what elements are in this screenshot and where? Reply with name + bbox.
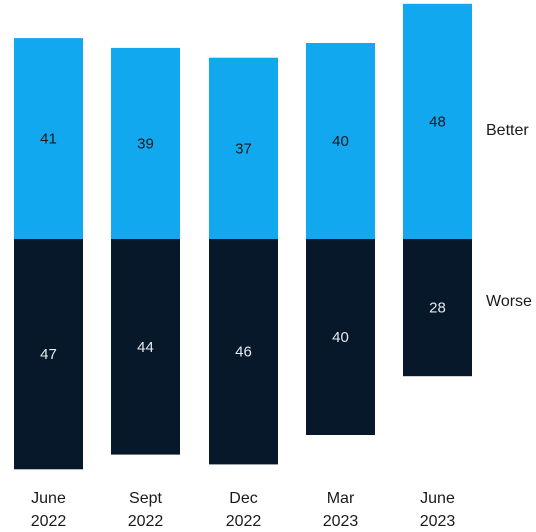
label-better-mar-2023: 40 [332, 133, 349, 150]
label-better-june-2022: 41 [40, 131, 57, 148]
x-tick-sept-2022: Sept 2022 [128, 490, 164, 530]
bar-better-dec-2022 [209, 57, 278, 240]
bar-worse-sept-2022 [111, 239, 180, 455]
bars-group [14, 3, 472, 470]
legend-worse: Worse [486, 293, 532, 310]
bar-better-mar-2023 [306, 43, 375, 239]
bar-better-june-2023 [403, 3, 472, 239]
label-worse-june-2022: 47 [40, 346, 57, 363]
bar-better-sept-2022 [111, 47, 180, 240]
label-better-june-2023: 48 [429, 113, 446, 130]
legend-better: Better [486, 122, 529, 139]
x-tick-dec-2022: Dec 2022 [226, 490, 262, 530]
x-tick-june-2022: June 2022 [31, 490, 67, 530]
label-worse-sept-2022: 44 [137, 339, 154, 356]
bar-worse-june-2023 [403, 239, 472, 377]
bar-worse-june-2022 [14, 239, 83, 470]
label-worse-mar-2023: 40 [332, 329, 349, 346]
label-worse-june-2023: 28 [429, 300, 446, 317]
label-worse-dec-2022: 46 [235, 344, 252, 361]
label-better-dec-2022: 37 [235, 140, 252, 157]
bar-worse-dec-2022 [209, 239, 278, 465]
x-tick-mar-2023: Mar 2023 [323, 490, 359, 530]
value-labels-group: 41 47 39 44 37 46 40 40 48 28 [40, 113, 446, 363]
legend: Better Worse [486, 122, 532, 310]
x-tick-june-2023: June 2023 [420, 490, 456, 530]
bar-better-june-2022 [14, 38, 83, 239]
label-better-sept-2022: 39 [137, 135, 154, 152]
x-axis-labels: June 2022 Sept 2022 Dec 2022 Mar 2023 June 2023 [31, 490, 456, 530]
bar-worse-mar-2023 [306, 239, 375, 435]
